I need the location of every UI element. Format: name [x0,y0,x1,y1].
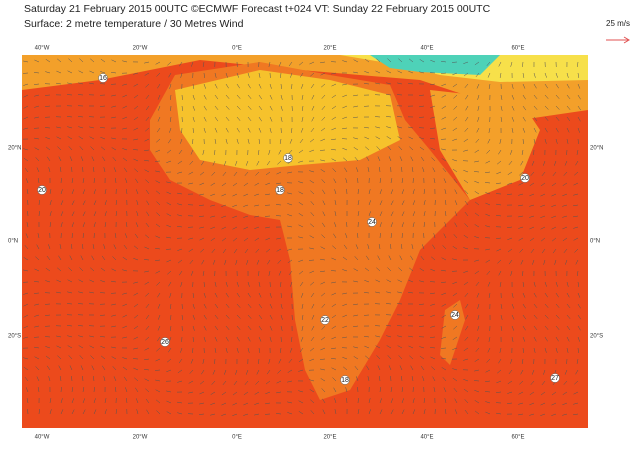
station-value: 18 [284,155,292,162]
lon-label: 40°W [35,435,50,441]
lon-label: 0°E [232,46,242,52]
station-value: 26 [161,339,169,346]
title: Saturday 21 February 2015 00UTC ©ECMWF F… [24,3,491,15]
lat-label: 20°S [590,334,603,340]
station-value: 24 [368,219,376,226]
station-value: 20 [38,187,46,194]
lon-label: 40°E [420,46,433,52]
station-value: 16 [99,75,107,82]
lon-label: 0°E [232,435,242,441]
lat-label: 20°S [8,334,21,340]
lon-label: 60°E [511,46,524,52]
lon-label: 20°E [323,435,336,441]
subtitle: Surface: 2 metre temperature / 30 Metres… [24,18,244,30]
station-value: 18 [276,187,284,194]
station-value: 24 [451,312,459,319]
lat-label: 0°N [590,239,600,245]
lon-label: 20°W [133,46,148,52]
lat-label: 20°N [8,146,21,152]
map-field: 16 20 26 18 18 24 22 18 24 20 27 [22,55,588,428]
station-value: 22 [321,317,329,324]
lon-label: 20°E [323,46,336,52]
wind-scale-label: 25 m/s [606,19,630,28]
lon-label: 40°W [35,46,50,52]
lat-label: 0°N [8,239,18,245]
lon-label: 60°E [511,435,524,441]
station-value: 27 [551,375,559,382]
station-value: 20 [521,175,529,182]
lat-label: 20°N [590,146,603,152]
lon-label: 20°W [133,435,148,441]
station-value: 18 [341,377,349,384]
lon-label: 40°E [420,435,433,441]
